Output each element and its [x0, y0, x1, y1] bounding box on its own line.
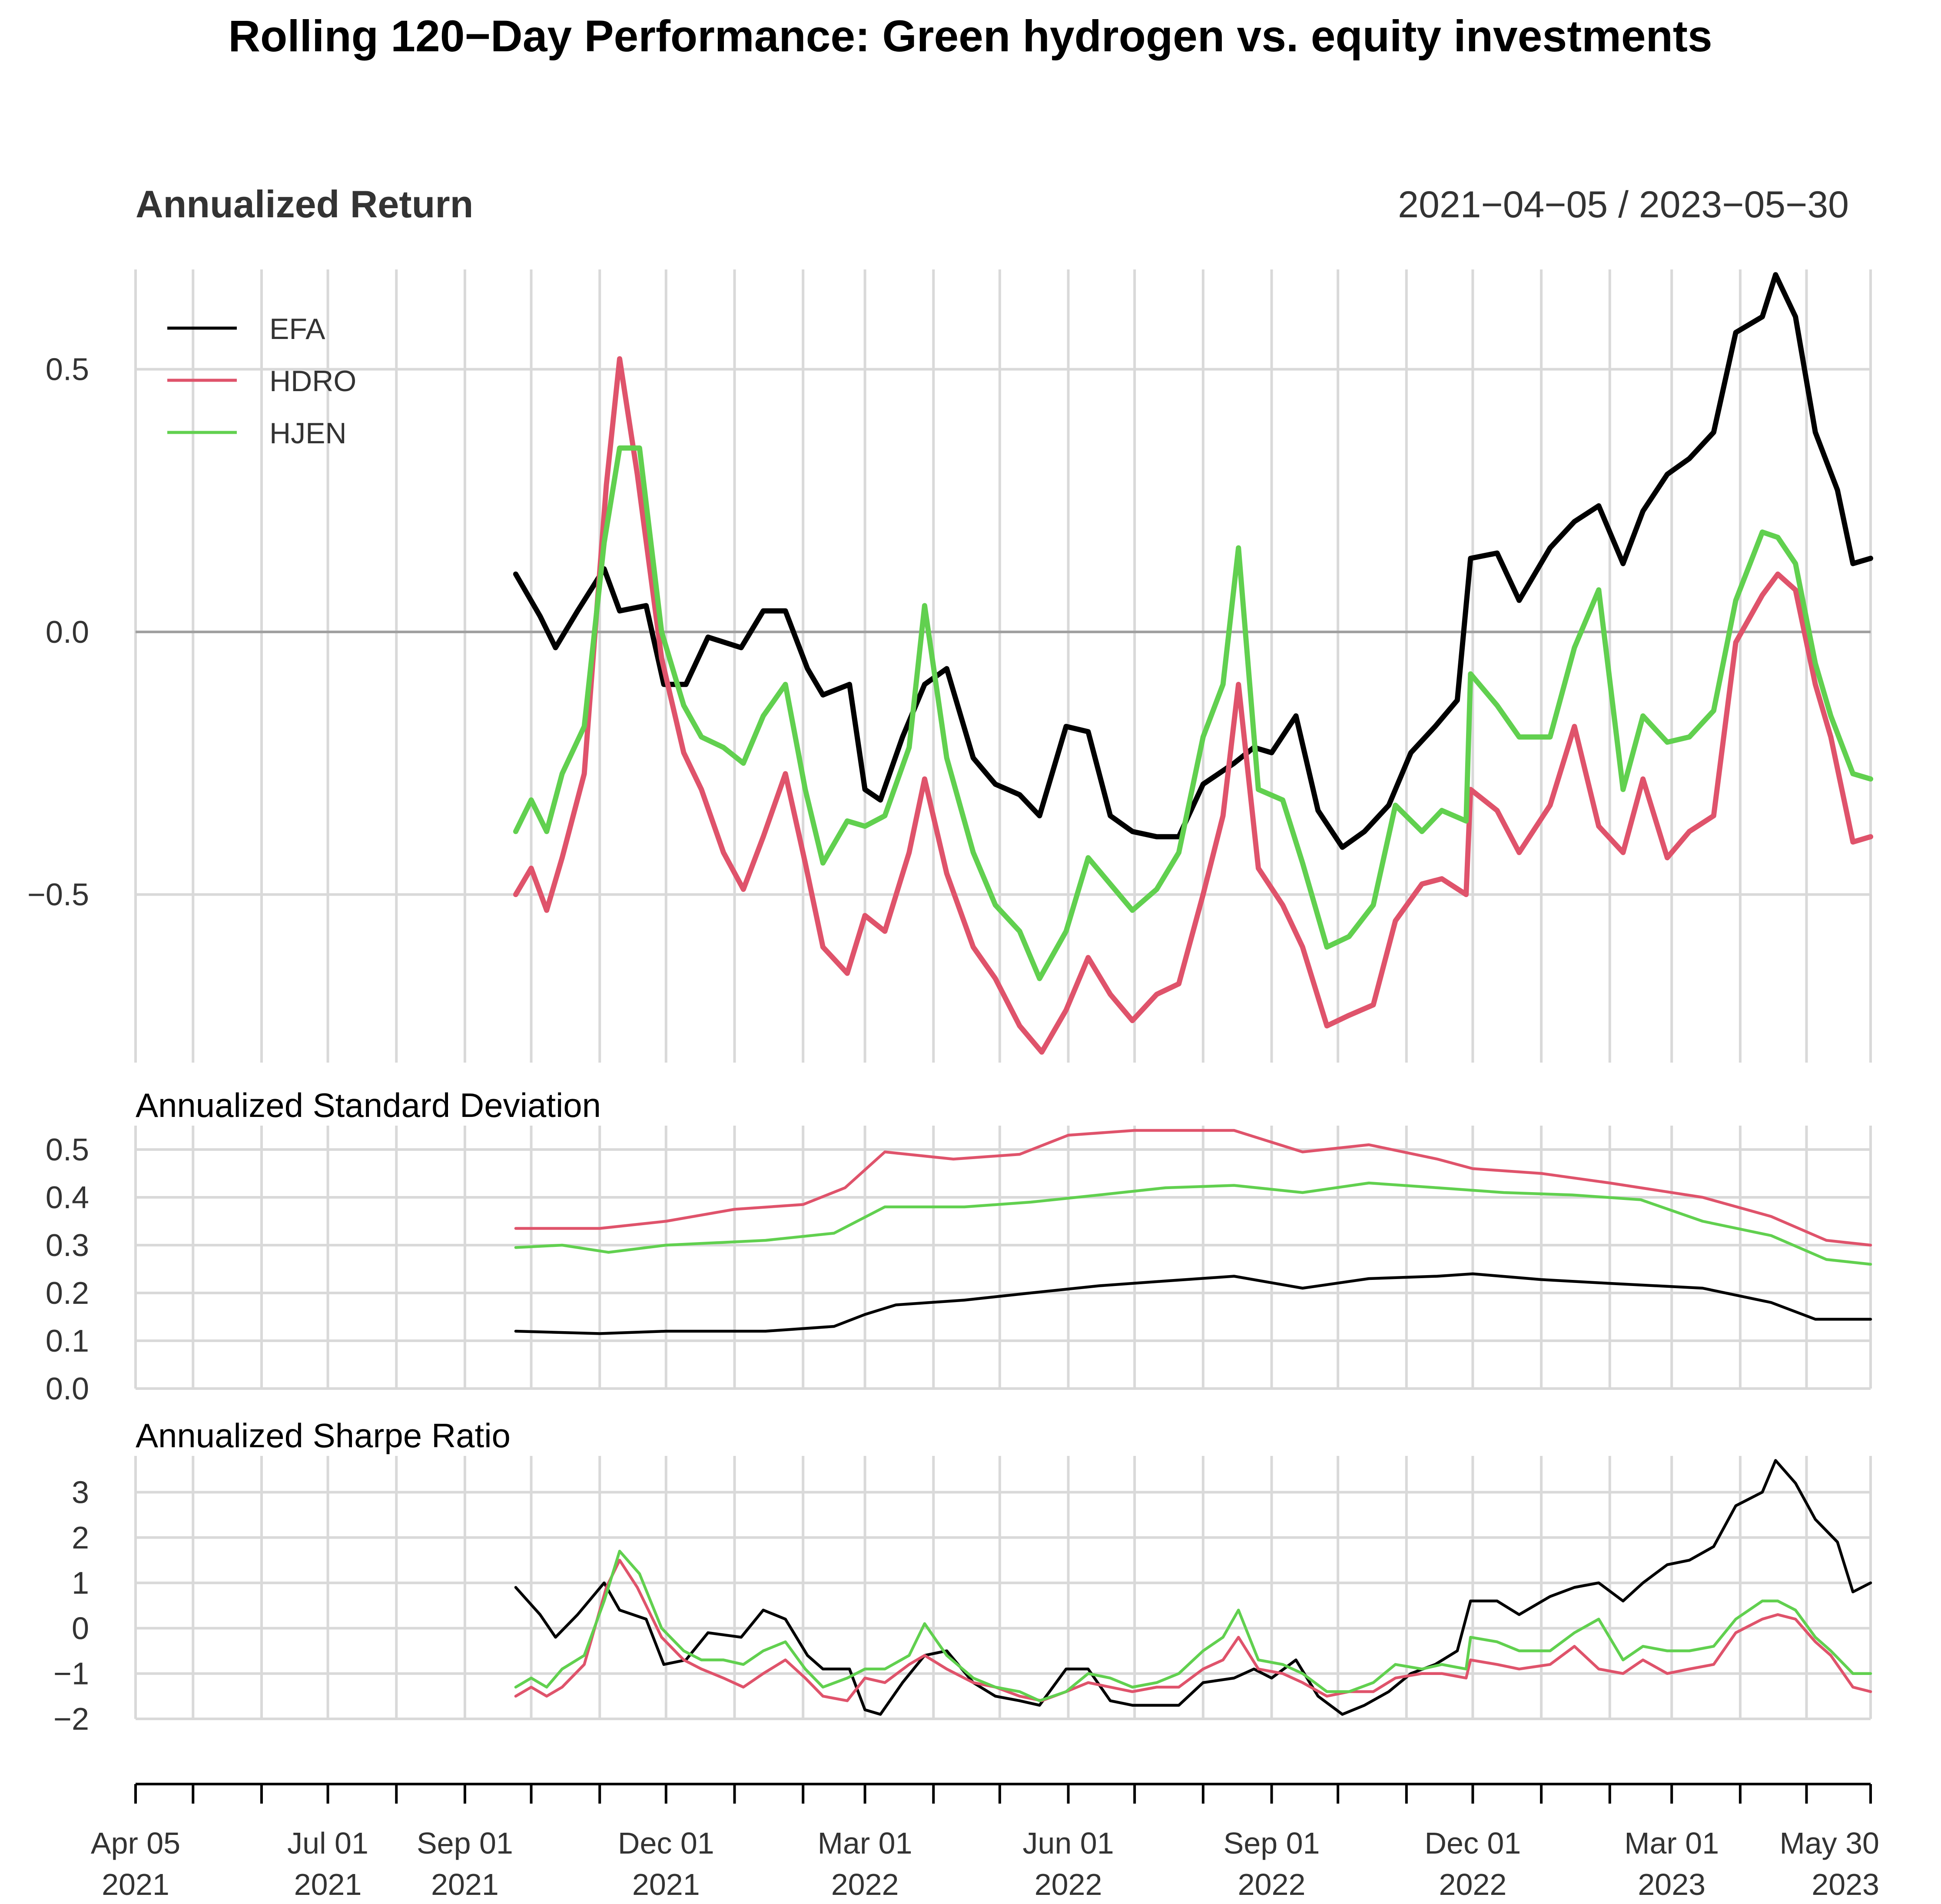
x-tick-label: Apr 05: [91, 1826, 180, 1860]
x-tick-label: Sep 01: [417, 1826, 513, 1860]
legend-hjen-label: HJEN: [269, 417, 347, 450]
x-tick-label: Mar 01: [1624, 1826, 1719, 1860]
y-tick-label-sd: 0.4: [46, 1180, 89, 1215]
y-tick-label-sharpe: 2: [72, 1521, 89, 1555]
series-layer: [513, 272, 1873, 1716]
x-tick-year: 2021: [102, 1867, 169, 1901]
series-line-efa-sharpe: [514, 1459, 1872, 1716]
chart-title: Rolling 120−Day Performance: Green hydro…: [228, 11, 1712, 61]
x-tick-label: Jun 01: [1022, 1826, 1114, 1860]
series-line-hjen-sd: [514, 1181, 1872, 1266]
series-line-hjen-ret: [513, 445, 1873, 981]
series-line-efa-ret: [513, 272, 1873, 850]
legend-hdro-label: HDRO: [269, 365, 356, 398]
x-tick-year: 2021: [632, 1867, 700, 1901]
grid-layer: 0.5 0.0 −0.5 0.5 0.4 0.3 0.2 0.1 0.0 3 2 1 0 −1 −2: [27, 269, 1872, 1737]
x-tick-year: 2022: [1238, 1867, 1306, 1901]
y-tick-label-sharpe: 0: [72, 1611, 89, 1646]
series-line-efa-sd: [514, 1272, 1872, 1335]
series-line-hdro-sharpe: [514, 1558, 1872, 1702]
y-tick-label-sd: 0.3: [46, 1228, 89, 1263]
x-tick-label: Jul 01: [287, 1826, 368, 1860]
series-line-hdro-sd: [514, 1129, 1872, 1247]
y-tick-label-ret: 0.5: [46, 352, 89, 387]
y-tick-label-sharpe: 1: [72, 1566, 89, 1601]
y-tick-label-sd: 0.5: [46, 1133, 89, 1167]
y-tick-label-sharpe: −2: [53, 1702, 89, 1737]
y-tick-label-sharpe: 3: [72, 1475, 89, 1510]
x-tick-year: 2021: [431, 1867, 499, 1901]
x-tick-year: 2022: [1439, 1867, 1507, 1901]
y-tick-label-sd: 0.1: [46, 1324, 89, 1359]
x-tick-year: 2023: [1638, 1867, 1705, 1901]
y-tick-label-sd: 0.0: [46, 1372, 89, 1406]
x-tick-year: 2022: [831, 1867, 899, 1901]
x-tick-label: Dec 01: [1425, 1826, 1521, 1860]
x-tick-label: Mar 01: [818, 1826, 912, 1860]
series-line-hjen-sharpe: [514, 1549, 1872, 1702]
x-tick-label: Sep 01: [1224, 1826, 1320, 1860]
y-tick-label-ret: −0.5: [27, 877, 89, 912]
x-tick-year: 2021: [294, 1867, 362, 1901]
x-tick-year: 2022: [1035, 1867, 1102, 1901]
x-axis: Apr 05 2021 Jul 01 2021 Sep 01 2021 Dec 01 2021…: [91, 1783, 1879, 1901]
y-tick-label-ret: 0.0: [46, 615, 89, 650]
panel-title-sharpe: Annualized Sharpe Ratio: [136, 1416, 511, 1455]
x-tick-year: 2023: [1812, 1867, 1879, 1901]
x-tick-label: Dec 01: [618, 1826, 714, 1860]
date-range: 2021−04−05 / 2023−05−30: [1398, 184, 1849, 226]
y-tick-label-sharpe: −1: [53, 1657, 89, 1691]
series-line-hdro-ret: [513, 356, 1873, 1055]
legend: EFA HDRO HJEN: [167, 312, 356, 450]
x-tick-label: May 30: [1779, 1826, 1879, 1860]
legend-efa-label: EFA: [269, 312, 325, 346]
panel-title-stddev: Annualized Standard Deviation: [136, 1086, 601, 1124]
y-tick-label-sd: 0.2: [46, 1276, 89, 1311]
panel-title-return: Annualized Return: [136, 183, 473, 226]
